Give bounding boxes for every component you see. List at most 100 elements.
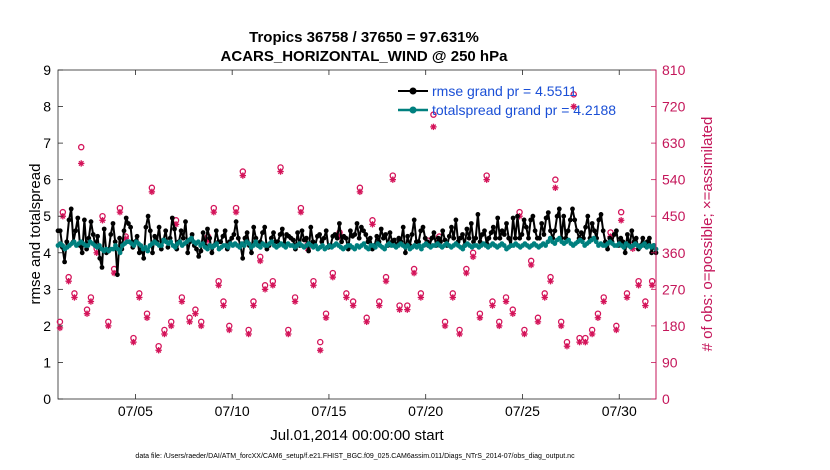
totalspread-series-point (501, 243, 507, 248)
rmse-series-point (235, 235, 241, 241)
obs-assimilated-point (343, 294, 350, 301)
obs-assimilated-stroke (547, 278, 554, 284)
rmse-series-point (88, 219, 94, 225)
rmse-series-point (605, 246, 610, 252)
totalspread-series-point (168, 239, 174, 245)
rmse-series-point (556, 206, 562, 212)
chart-title-line1: Tropics 36758 / 37650 = 97.631% (249, 29, 479, 46)
obs-assimilated-point (250, 302, 257, 309)
totalspread-series-point (593, 239, 599, 245)
rmse-series-point (548, 228, 553, 234)
totalspread-series-point (269, 239, 275, 245)
rmse-series-point (321, 235, 327, 241)
rmse-series-point (253, 235, 259, 241)
rmse-series-point (572, 217, 578, 223)
rmse-series-point (343, 235, 349, 241)
obs-assimilated-stroke (240, 172, 246, 179)
obs-assimilated-point (430, 123, 437, 131)
rmse-series-point (207, 235, 213, 241)
rmse-series-point (262, 224, 268, 230)
rmse-series-point (592, 228, 597, 234)
rmse-series-point (167, 235, 173, 241)
rmse-series-point (62, 259, 67, 265)
rmse-series-point (112, 239, 118, 245)
totalspread-series-point (237, 244, 243, 250)
rmse-series-point (158, 246, 164, 252)
rmse-series-point (363, 232, 369, 237)
totalspread-series-point (320, 243, 325, 248)
obs-possible-point (56, 318, 64, 326)
rmse-series-point (541, 232, 547, 237)
rmse-series-point (583, 224, 588, 230)
rmse-series-point (504, 221, 509, 226)
obs-assimilated-stroke (130, 339, 137, 345)
rmse-series-point (117, 235, 122, 241)
rmse-series-point (277, 232, 283, 237)
totalspread-series-point (177, 239, 183, 245)
y-left-tick-label: 7 (43, 135, 51, 151)
rmse-series-point (596, 217, 602, 223)
obs-assimilated-point (83, 310, 91, 317)
rmse-series-point (73, 228, 78, 234)
totalspread-series-point (159, 243, 164, 248)
rmse-series-point (633, 235, 639, 241)
obs-assimilated-point (449, 294, 456, 301)
rmse-series-point (334, 235, 340, 241)
totalspread-series-point (85, 243, 91, 248)
totalspread-series-point (117, 250, 123, 256)
chart-title-line2: ACARS_HORIZONTAL_WIND @ 250 hPa (221, 48, 509, 65)
obs-assimilated-stroke (571, 103, 577, 110)
obs-assimilated-point (317, 347, 324, 354)
obs-assimilated-point (376, 302, 383, 309)
rmse-series-point (198, 248, 204, 254)
obs-assimilated-point (502, 298, 510, 305)
rmse-series-point (495, 215, 501, 221)
rmse-series-point (108, 232, 114, 237)
rmse-series-point (352, 232, 358, 237)
rmse-series-point (367, 235, 373, 241)
rmse-series-point (479, 232, 485, 237)
rmse-series-point (409, 232, 415, 237)
rmse-series-point (387, 230, 393, 236)
obs-assimilated-point (297, 208, 305, 216)
obs-assimilated-stroke (179, 298, 185, 305)
obs-assimilated-point (557, 322, 565, 330)
x-tick-label: 07/25 (505, 403, 540, 419)
obs-assimilated-stroke (576, 339, 583, 345)
rmse-series-point (82, 217, 87, 223)
rmse-series-point (229, 235, 235, 241)
obs-assimilated-point (136, 294, 143, 301)
totalspread-series-point (419, 246, 424, 252)
obs-assimilated-stroke (343, 294, 350, 301)
obs-assimilated-stroke (456, 331, 463, 337)
obs-assimilated-stroke (369, 221, 376, 228)
rmse-series-point (383, 232, 388, 237)
obs-assimilated-stroke (192, 311, 199, 317)
x-tick-label: 07/20 (408, 403, 443, 419)
rmse-series-point (240, 255, 246, 261)
rmse-series-point (339, 239, 344, 245)
obs-assimilated-stroke (521, 331, 528, 337)
obs-assimilated-point (93, 249, 100, 256)
rmse-series-point (519, 232, 525, 237)
obs-assimilated-stroke (155, 347, 162, 353)
obs-assimilated-stroke (161, 331, 168, 337)
obs-assimilated-point (349, 302, 357, 309)
rmse-series-point (374, 233, 380, 239)
totalspread-series-point (642, 241, 647, 247)
rmse-series-point (169, 215, 175, 221)
rmse-series-point (468, 221, 474, 226)
rmse-series-point (90, 232, 96, 237)
obs-assimilated-stroke (430, 124, 437, 130)
rmse-series-point (422, 235, 428, 241)
rmse-series-point (501, 232, 507, 237)
obs-assimilated-stroke (123, 235, 129, 242)
rmse-series-point (249, 250, 254, 256)
totalspread-series-point (313, 243, 318, 248)
rmse-series-point (453, 217, 459, 223)
y-right-tick-label: 90 (662, 354, 678, 370)
rmse-series-point (306, 248, 311, 254)
axes-layer: 07/05 07/10 07/15 07/20 07/25 07/30 0 1 2 3 4 5 6 7 8 9… (43, 62, 685, 419)
obs-assimilated-point (71, 294, 78, 301)
obs-assimilated-stroke (198, 323, 204, 329)
